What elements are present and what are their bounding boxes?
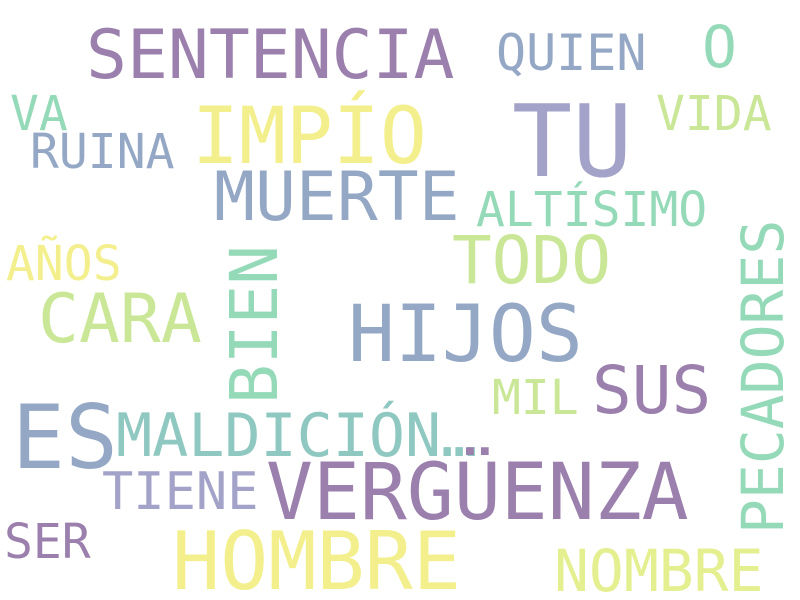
word-o: O [702,13,737,81]
word-verguenza: VERGÜENZA [266,448,689,538]
word-impio: IMPÍO [192,92,427,182]
word-ser: SER [4,514,91,570]
word-tiene: TIENE [102,462,259,522]
word-muerte: MUERTE [214,158,460,237]
word-cara: CARA [38,280,202,359]
word-mil: MIL [492,370,579,426]
word-hijos: HIJOS [348,290,583,380]
word-hombre: HOMBRE [172,515,461,600]
word-es: ES [12,386,118,489]
word-altisimo: ALTÍSIMO [476,182,708,238]
word-va: VA [10,86,68,142]
word-bien: BIEN [216,245,293,404]
word-tu: TU [512,83,633,200]
word-anos: AÑOS [6,236,122,292]
word-sentencia: SENTENCIA [86,16,455,95]
word-ruina: RUINA [30,124,175,180]
word-pecadores: PECADORES [729,219,797,534]
word-maldicion: MALDICIÓN… [116,401,478,471]
word-quien: QUIEN [496,24,647,82]
word-vida: VIDA [656,86,772,142]
word-todo: TODO [452,222,611,299]
word-nombre: NOMBRE [554,537,764,600]
word-sus: SUS [592,352,712,429]
